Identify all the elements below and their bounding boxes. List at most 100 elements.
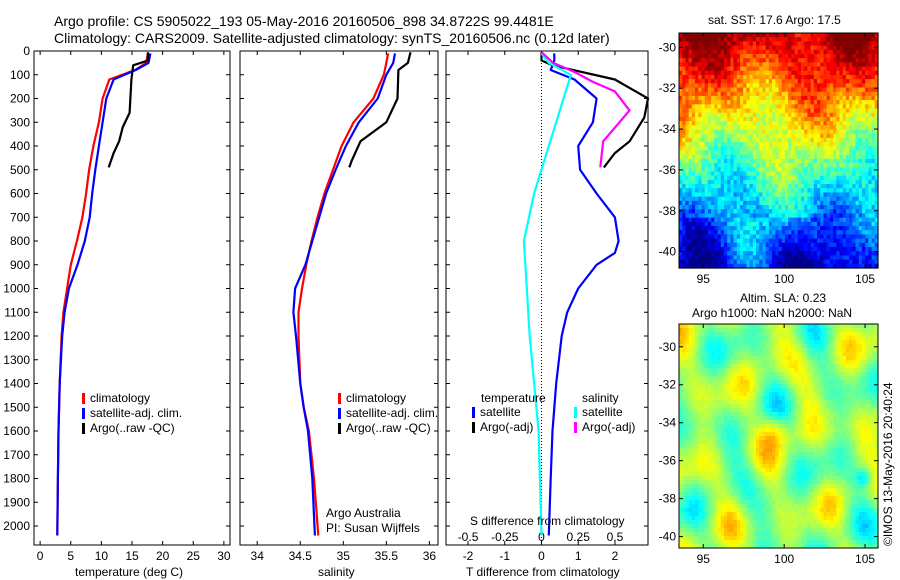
sst-cell [768, 53, 773, 59]
sla-cell [868, 392, 873, 397]
legend-swatch [82, 423, 85, 434]
sst-cell [865, 263, 869, 269]
sst-cell [752, 108, 757, 114]
sst-cell [874, 209, 879, 215]
sst-cell [800, 154, 805, 160]
sst-cell [727, 184, 731, 189]
sst-cell [807, 234, 812, 240]
sla-cell [746, 344, 751, 349]
sla-cell [682, 352, 687, 357]
sst-cell [711, 45, 715, 51]
sla-cell [823, 376, 828, 381]
sst-cell [784, 112, 789, 118]
sst-cell [717, 108, 722, 114]
sst-cell [788, 251, 792, 257]
sst-cell [871, 230, 876, 236]
sst-cell [695, 95, 699, 101]
sst-cell [682, 263, 687, 269]
sst-cell [871, 45, 876, 51]
sst-cell [768, 79, 773, 84]
sst-cell [833, 121, 837, 126]
sla-cell [861, 384, 866, 389]
sst-cell [727, 87, 731, 93]
sst-cell [775, 37, 780, 42]
sst-cell [695, 221, 699, 227]
sst-cell [861, 230, 866, 236]
sst-cell [861, 184, 866, 189]
sla-cell [784, 360, 789, 365]
sst-cell [807, 230, 812, 236]
sst-cell [685, 33, 690, 38]
sla-cell [794, 380, 799, 385]
sst-cell [762, 142, 767, 147]
sla-cell [704, 368, 709, 373]
sst-cell [759, 33, 764, 38]
sst-cell [868, 37, 873, 42]
sst-cell [865, 205, 869, 210]
sst-cell [679, 108, 683, 114]
sst-cell [711, 95, 715, 101]
sla-cell [714, 400, 719, 405]
sst-cell [836, 200, 841, 206]
sla-cell [743, 340, 747, 345]
sla-cell [858, 384, 863, 389]
sla-cell [833, 360, 837, 365]
sla-cell [701, 328, 706, 333]
sla-cell [749, 340, 754, 345]
sst-cell [871, 129, 876, 135]
sst-cell [788, 146, 792, 152]
sst-cell [714, 171, 719, 177]
sst-cell [743, 171, 747, 177]
sla-cell [826, 368, 831, 373]
sst-cell [720, 196, 725, 202]
sla-cell [759, 372, 764, 377]
sla-cell [765, 328, 770, 333]
sst-cell [791, 226, 796, 231]
sla-cell [794, 332, 799, 337]
sst-cell [849, 158, 853, 164]
sst-cell [791, 188, 796, 194]
sst-cell [714, 125, 719, 131]
sla-cell [778, 344, 783, 349]
sst-cell [752, 192, 757, 198]
sst-cell [829, 263, 834, 269]
sla-cell [711, 368, 715, 373]
sst-cell [691, 196, 696, 202]
sst-cell [695, 205, 699, 210]
sla-cell [849, 324, 853, 329]
sst-cell [711, 83, 715, 89]
sla-cell [746, 332, 751, 337]
sla-cell [833, 388, 837, 393]
sla-cell [704, 364, 709, 369]
sst-cell [845, 238, 850, 244]
sla-cell [749, 392, 754, 397]
sst-cell [778, 79, 783, 84]
sst-cell [874, 100, 879, 105]
sst-cell [723, 62, 728, 68]
sst-cell [807, 121, 812, 126]
sst-cell [871, 179, 876, 185]
sla-cell [752, 348, 757, 353]
sst-cell [717, 41, 722, 47]
sla-cell [858, 380, 863, 385]
sst-cell [788, 108, 792, 114]
sst-cell [781, 171, 786, 177]
sst-cell [823, 79, 828, 84]
sst-cell [800, 70, 805, 76]
sst-cell [858, 209, 863, 215]
sst-cell [813, 221, 818, 227]
sst-cell [849, 200, 853, 206]
sla-cell [691, 336, 696, 341]
sla-cell [845, 372, 850, 377]
sst-cell [842, 121, 847, 126]
sst-cell [730, 49, 735, 55]
sla-cell [756, 348, 760, 353]
sla-cell [865, 352, 869, 357]
sst-cell [861, 49, 866, 55]
sst-cell [756, 175, 760, 181]
sla-cell [727, 384, 731, 389]
sla-cell [714, 336, 719, 341]
sst-cell [807, 104, 812, 110]
sla-cell [829, 356, 834, 361]
sla-cell [788, 360, 792, 365]
